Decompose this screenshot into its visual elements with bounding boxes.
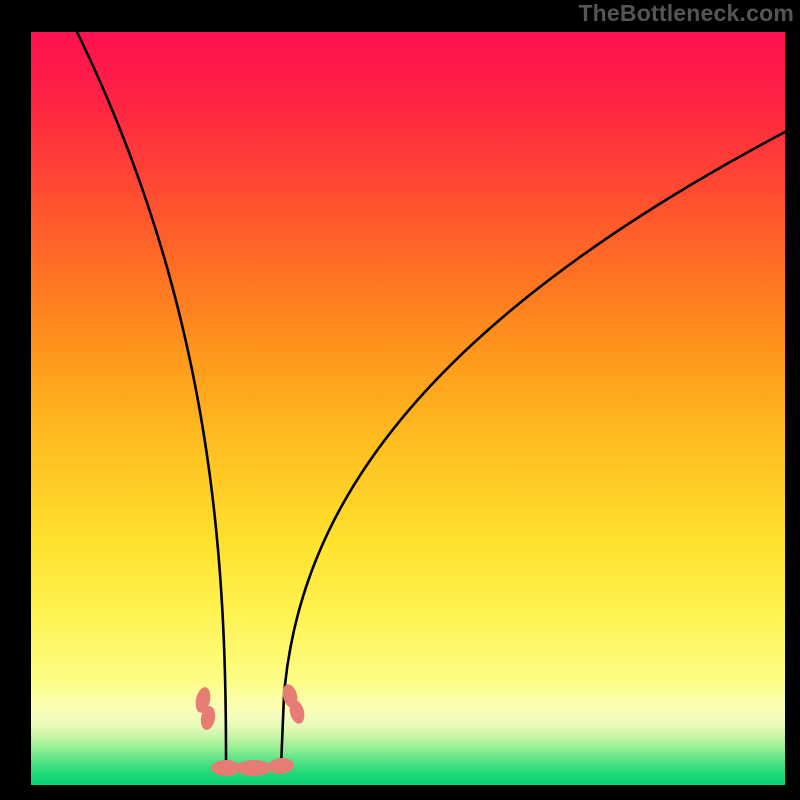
plot-area [31, 32, 785, 785]
gradient-background [31, 32, 785, 785]
chart-svg [31, 32, 785, 785]
marker-blob [236, 760, 272, 776]
outer-frame: TheBottleneck.com [0, 0, 800, 800]
watermark-text: TheBottleneck.com [578, 0, 794, 27]
